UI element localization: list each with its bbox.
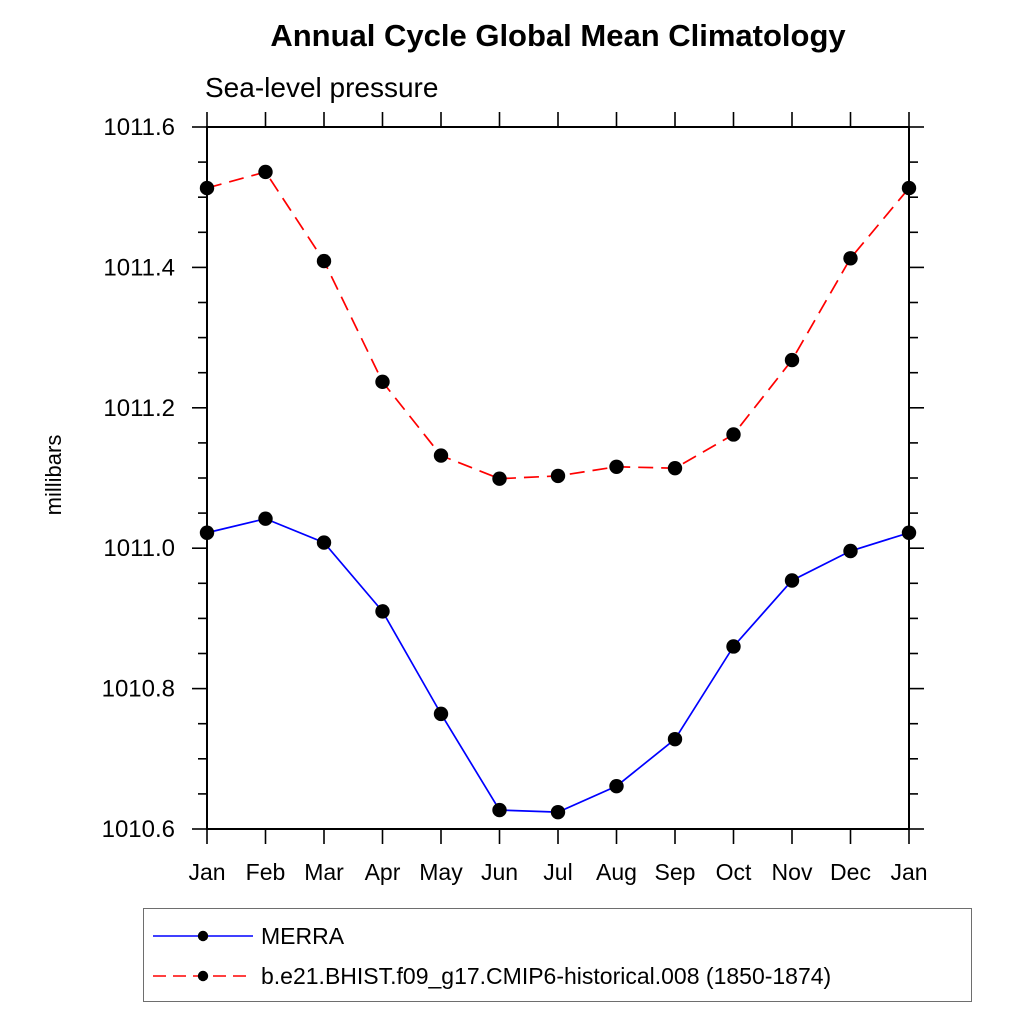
series-marker bbox=[550, 468, 566, 484]
legend-row-model: b.e21.BHIST.f09_g17.CMIP6-historical.008… bbox=[144, 956, 971, 996]
series-marker bbox=[843, 251, 858, 266]
chart-title: Annual Cycle Global Mean Climatology bbox=[270, 18, 846, 53]
x-tick-label: Feb bbox=[246, 859, 286, 885]
series-marker bbox=[258, 164, 273, 180]
x-tick-label: Aug bbox=[596, 859, 637, 885]
series-marker bbox=[433, 706, 449, 722]
series-marker bbox=[784, 573, 800, 588]
series-marker bbox=[726, 427, 741, 442]
series-marker bbox=[375, 374, 390, 390]
legend: MERRA b.e21.BHIST.f09_g17.CMIP6-historic… bbox=[143, 908, 972, 1002]
series-marker bbox=[609, 778, 624, 794]
series-marker bbox=[258, 511, 273, 526]
x-tick-label: Jan bbox=[188, 859, 225, 885]
y-tick-label: 1010.6 bbox=[102, 816, 175, 843]
chart-subtitle: Sea-level pressure bbox=[205, 72, 439, 103]
x-tick-label: Jan bbox=[890, 859, 927, 885]
series-marker bbox=[843, 543, 858, 559]
x-tick-label: May bbox=[419, 859, 463, 885]
y-tick-label: 1011.0 bbox=[103, 535, 175, 562]
series-marker bbox=[316, 535, 332, 550]
series-marker bbox=[609, 459, 624, 474]
x-tick-label: Jun bbox=[481, 859, 518, 885]
y-tick-label: 1011.6 bbox=[103, 114, 175, 141]
legend-label-merra: MERRA bbox=[261, 922, 345, 949]
series-marker bbox=[433, 448, 449, 463]
series-marker bbox=[199, 525, 215, 540]
x-tick-label: Oct bbox=[716, 859, 752, 885]
series-marker bbox=[726, 639, 741, 654]
series-marker bbox=[199, 180, 215, 196]
series-marker bbox=[316, 253, 332, 269]
x-tick-label: Apr bbox=[365, 859, 401, 885]
legend-label-model: b.e21.BHIST.f09_g17.CMIP6-historical.008… bbox=[261, 962, 832, 989]
series-marker bbox=[667, 731, 683, 747]
series-marker bbox=[492, 802, 507, 818]
series-line-0 bbox=[206, 517, 910, 814]
x-tick-label: Sep bbox=[655, 859, 696, 885]
series-marker bbox=[901, 180, 917, 196]
y-axis-title: millibars bbox=[41, 435, 66, 516]
legend-key-model-line-icon bbox=[153, 970, 253, 982]
series-marker bbox=[492, 471, 507, 486]
legend-key-merra-line-icon bbox=[153, 930, 253, 942]
series-marker bbox=[901, 525, 917, 540]
series-marker bbox=[375, 604, 390, 619]
series-marker bbox=[784, 352, 800, 368]
series-marker bbox=[667, 460, 683, 476]
series-marker bbox=[550, 804, 566, 820]
x-tick-label: Dec bbox=[830, 859, 871, 885]
legend-row-merra: MERRA bbox=[144, 916, 971, 956]
x-tick-label: Jul bbox=[543, 859, 572, 885]
y-tick-label: 1011.4 bbox=[103, 254, 175, 281]
x-tick-label: Mar bbox=[304, 859, 344, 885]
x-tick-label: Nov bbox=[772, 859, 813, 885]
y-tick-label: 1011.2 bbox=[103, 395, 175, 422]
y-tick-label: 1010.8 bbox=[102, 676, 175, 703]
series-line-1 bbox=[206, 170, 910, 480]
